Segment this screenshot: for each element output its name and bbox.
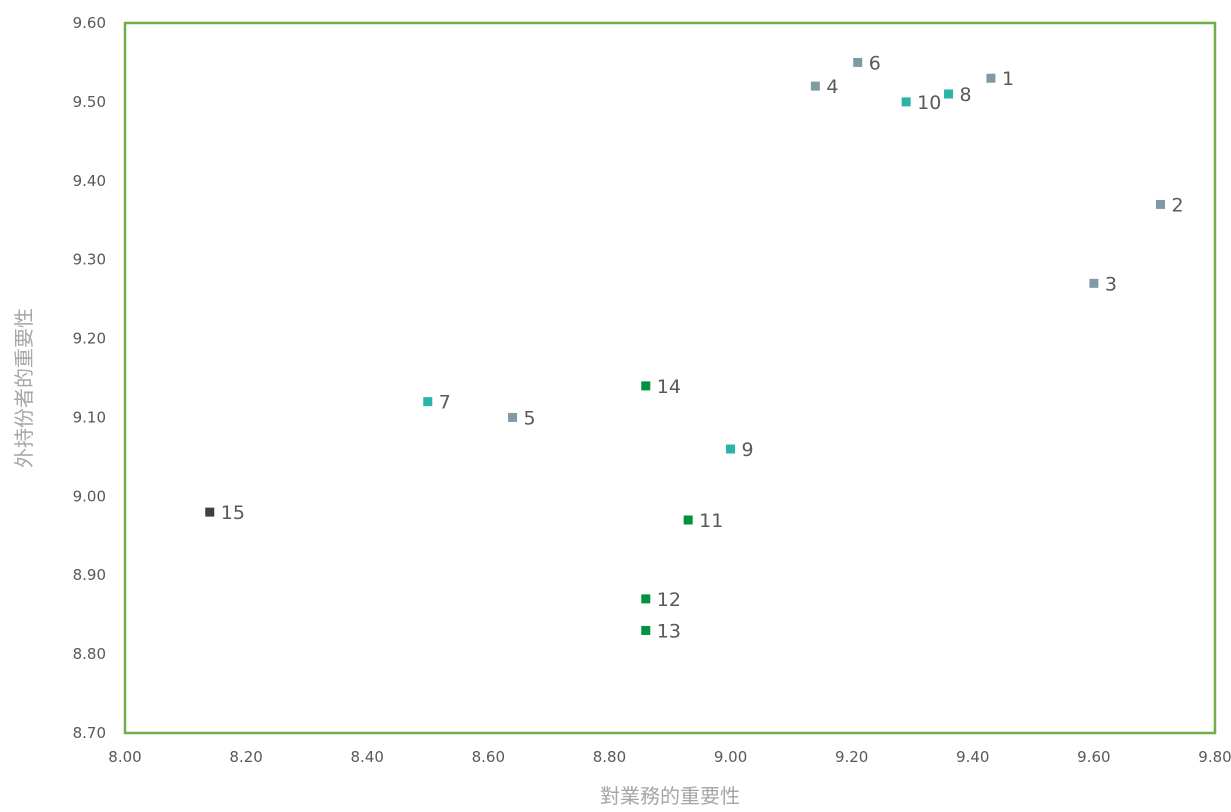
x-tick-label: 9.60 — [1077, 748, 1110, 766]
y-axis-ticks: 8.70 8.80 8.90 9.00 9.10 9.20 9.30 9.40 9.50 9.60 — [73, 14, 106, 742]
plot-area-frame — [123, 21, 1217, 735]
y-tick-label: 9.50 — [73, 93, 106, 111]
data-point-label-7: 7 — [439, 392, 451, 414]
x-tick-label: 8.20 — [229, 748, 262, 766]
data-point-11 — [683, 515, 693, 525]
data-point-15 — [205, 507, 215, 517]
data-point-label-8: 8 — [960, 84, 972, 106]
y-tick-label: 9.10 — [73, 408, 106, 426]
data-point-label-1: 1 — [1002, 68, 1014, 90]
x-tick-label: 8.80 — [593, 748, 626, 766]
y-tick-label: 9.60 — [73, 14, 106, 32]
data-point-14 — [641, 381, 651, 391]
data-point-label-13: 13 — [657, 620, 681, 642]
x-tick-label: 9.00 — [714, 748, 747, 766]
x-tick-label: 8.40 — [351, 748, 384, 766]
y-tick-label: 8.80 — [73, 645, 106, 663]
y-tick-label: 8.70 — [73, 724, 106, 742]
data-point-12 — [641, 594, 651, 604]
data-point-label-5: 5 — [524, 407, 536, 429]
data-point-label-11: 11 — [699, 510, 723, 532]
data-point-3 — [1089, 278, 1099, 288]
y-tick-label: 9.40 — [73, 172, 106, 190]
x-axis-ticks: 8.00 8.20 8.40 8.60 8.80 9.00 9.20 9.40 9.60 9.80 — [108, 748, 1231, 766]
data-point-label-4: 4 — [826, 76, 838, 98]
y-tick-label: 9.20 — [73, 330, 106, 348]
x-axis-title: 對業務的重要性 — [600, 784, 740, 808]
data-point-label-6: 6 — [869, 52, 881, 74]
y-tick-label: 8.90 — [73, 566, 106, 584]
data-point-8 — [944, 89, 954, 99]
data-point-label-2: 2 — [1172, 194, 1184, 216]
data-point-9 — [726, 444, 736, 454]
data-point-13 — [641, 625, 651, 635]
data-point-2 — [1156, 199, 1165, 209]
x-tick-label: 9.20 — [835, 748, 868, 766]
data-point-label-12: 12 — [657, 589, 681, 611]
x-tick-label: 9.80 — [1198, 748, 1231, 766]
data-point-5 — [508, 412, 518, 422]
data-point-label-15: 15 — [221, 502, 245, 524]
y-tick-label: 9.30 — [73, 251, 106, 269]
x-tick-label: 9.40 — [956, 748, 989, 766]
data-point-7 — [423, 397, 433, 407]
data-point-1 — [986, 73, 996, 83]
data-point-label-9: 9 — [742, 439, 754, 461]
x-tick-label: 8.60 — [472, 748, 505, 766]
data-point-label-14: 14 — [657, 376, 681, 398]
y-tick-label: 9.00 — [73, 487, 106, 505]
data-point-4 — [810, 81, 820, 91]
data-point-10 — [901, 97, 911, 107]
data-point-label-3: 3 — [1105, 273, 1117, 295]
data-point-6 — [853, 57, 863, 67]
y-axis-title: 外持份者的重要性 — [12, 308, 36, 468]
data-point-label-10: 10 — [917, 92, 941, 114]
x-tick-label: 8.00 — [108, 748, 141, 766]
